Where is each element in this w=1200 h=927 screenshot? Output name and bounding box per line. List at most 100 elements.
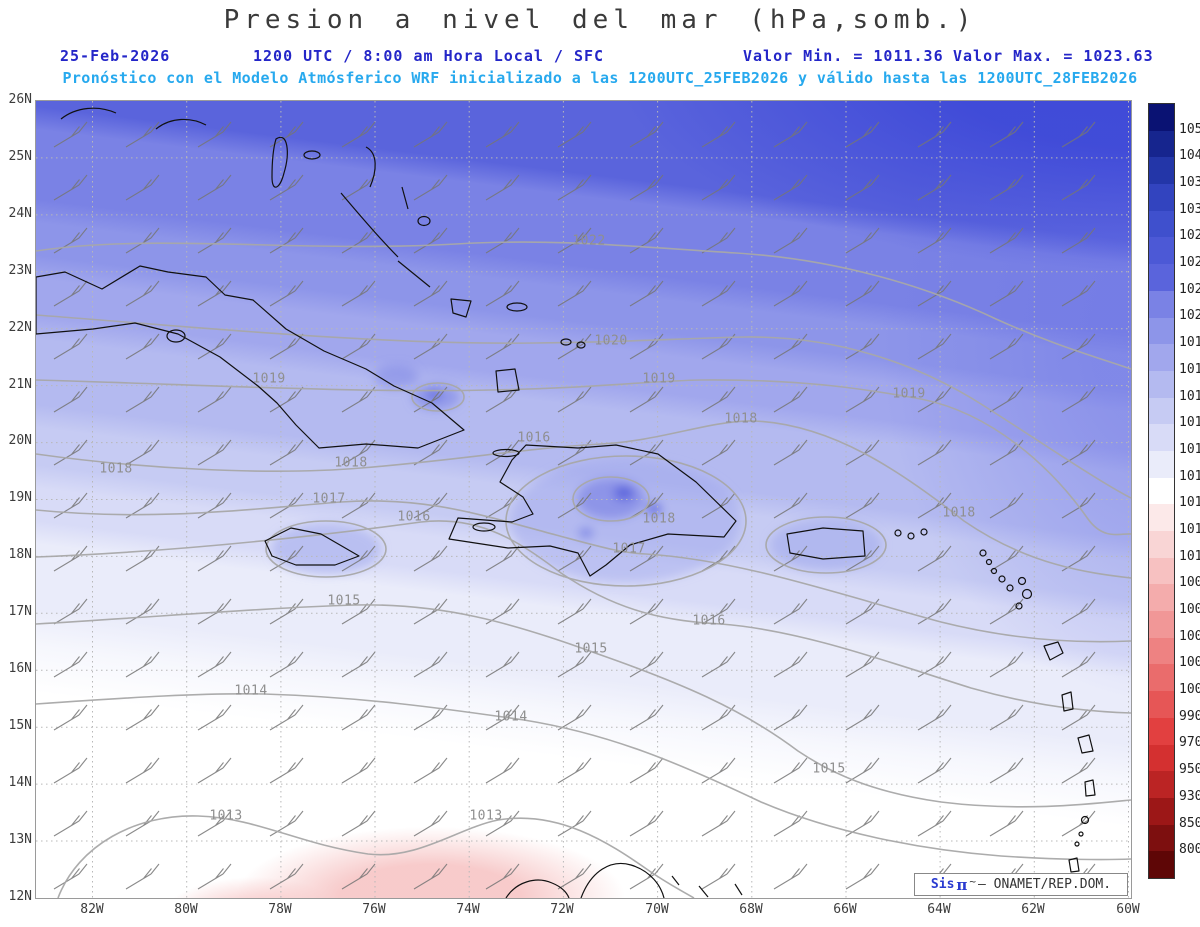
isobar-ring-puerto-rico — [765, 516, 887, 574]
watermark-text: – ONAMET/REP.DOM. — [978, 877, 1112, 892]
isobar-1016 — [36, 520, 1131, 714]
colorbar-label: 1030 — [1179, 202, 1200, 217]
isobar-1019 — [36, 379, 1131, 536]
colorbar-label: 1020 — [1179, 308, 1200, 323]
lat-label: 22N — [8, 320, 32, 335]
lat-label: 19N — [8, 490, 32, 505]
contour-label: 1013 — [209, 808, 243, 824]
colorbar-cell — [1149, 210, 1174, 238]
contour-label: 1019 — [642, 371, 676, 387]
colorbar-label: 1013 — [1179, 495, 1200, 510]
lat-label: 25N — [8, 149, 32, 164]
lat-label: 13N — [8, 832, 32, 847]
lon-label: 72W — [550, 902, 574, 917]
contour-label: 1015 — [327, 593, 361, 609]
coastline-lesser-antilles — [894, 528, 1096, 873]
colorbar-label: 1040 — [1179, 148, 1200, 163]
map-layers — [36, 101, 1131, 898]
lat-label: 24N — [8, 206, 32, 221]
colorbar-label: 1025 — [1179, 255, 1200, 270]
colorbar-cell — [1149, 744, 1174, 772]
lon-label: 60W — [1116, 902, 1140, 917]
colorbar-cell — [1149, 824, 1174, 852]
lat-label: 26N — [8, 92, 32, 107]
contour-label: 1014 — [494, 709, 528, 725]
lon-label: 68W — [739, 902, 763, 917]
watermark: Sis π ~ – ONAMET/REP.DOM. — [914, 873, 1128, 896]
lon-label: 64W — [927, 902, 951, 917]
wind-barbs-layer — [36, 101, 1131, 898]
colorbar-cell — [1149, 637, 1174, 665]
lat-label: 17N — [8, 604, 32, 619]
lon-label: 62W — [1021, 902, 1045, 917]
contour-label: 1014 — [234, 683, 268, 699]
coastline-tortue — [492, 448, 520, 458]
colorbar-cell — [1149, 531, 1174, 558]
lon-label: 70W — [645, 902, 669, 917]
contour-label: 1022 — [572, 233, 606, 249]
colorbar-cell — [1149, 344, 1174, 371]
colorbar-cell — [1149, 504, 1174, 531]
page-title: Presion a nivel del mar (hPa,somb.) — [223, 5, 977, 35]
contour-label: 1019 — [252, 371, 286, 387]
contour-label: 1016 — [517, 430, 551, 446]
colorbar-label: 1006 — [1179, 602, 1200, 617]
lat-label: 21N — [8, 377, 32, 392]
colorbar-label: 1019 — [1179, 335, 1200, 350]
coastline-gonave — [472, 522, 496, 532]
colorbar-cell — [1149, 851, 1174, 878]
isobar-1015 — [36, 604, 1131, 808]
isobar-1020 — [36, 314, 1131, 499]
colorbar-cell — [1149, 771, 1174, 798]
lat-label: 15N — [8, 718, 32, 733]
colorbar-label: 1016 — [1179, 415, 1200, 430]
colorbar-cell — [1149, 691, 1174, 718]
contour-label: 1015 — [812, 761, 846, 777]
colorbar-label: 1002 — [1179, 655, 1200, 670]
colorbar-label: 850 — [1179, 816, 1200, 831]
colorbar-label: 1035 — [1179, 175, 1200, 190]
map-area: 1022 1020 1019 1019 1019 1018 1018 1018 … — [35, 100, 1132, 899]
colorbar-cell — [1149, 370, 1174, 398]
contour-label: 1013 — [469, 808, 503, 824]
isobar-1013 — [57, 815, 695, 898]
colorbar-cell — [1149, 290, 1174, 318]
contour-label: 1018 — [334, 455, 368, 471]
colorbar-label: 1012 — [1179, 522, 1200, 537]
colorbar-label: 930 — [1179, 789, 1200, 804]
colorbar-cell — [1149, 104, 1174, 131]
valid-date: 25-Feb-2026 — [60, 47, 171, 65]
colorbar-cell — [1149, 317, 1174, 345]
colorbar-cell — [1149, 584, 1174, 612]
colorbar-cell — [1149, 717, 1174, 745]
isobar-1018 — [36, 420, 1131, 579]
colorbar-cell — [1149, 424, 1174, 451]
contour-label: 1017 — [612, 541, 646, 557]
colorbar-label: 1050 — [1179, 122, 1200, 137]
colorbar-label: 950 — [1179, 762, 1200, 777]
lon-label: 66W — [833, 902, 857, 917]
isobar-ring-jamaica — [265, 520, 387, 578]
contour-label: 1018 — [942, 505, 976, 521]
coastlines-layer — [36, 107, 1096, 898]
lon-label: 78W — [268, 902, 292, 917]
colorbar-cell — [1149, 130, 1174, 158]
colorbar-cell — [1149, 184, 1174, 211]
max-value-label: Valor Max. = 1023.63 — [953, 47, 1154, 65]
colorbar-label: 1014 — [1179, 469, 1200, 484]
colorbar-cell — [1149, 664, 1174, 692]
coastline-bahamas — [60, 107, 528, 393]
coastline-cays — [166, 329, 186, 343]
contour-label: 1016 — [692, 613, 726, 629]
colorbar-label: 1017 — [1179, 389, 1200, 404]
isobar-1014 — [36, 693, 1131, 861]
lat-label: 18N — [8, 547, 32, 562]
colorbar-cell — [1149, 237, 1174, 265]
watermark-brand: Sis — [930, 877, 955, 892]
colorbar-label: 1000 — [1179, 682, 1200, 697]
contour-label: 1018 — [724, 411, 758, 427]
colorbar-label: 1008 — [1179, 575, 1200, 590]
colorbar-cell — [1149, 477, 1174, 505]
colorbar-cell — [1149, 157, 1174, 185]
forecast-note: Pronóstico con el Modelo Atmósferico WRF… — [62, 69, 1138, 87]
